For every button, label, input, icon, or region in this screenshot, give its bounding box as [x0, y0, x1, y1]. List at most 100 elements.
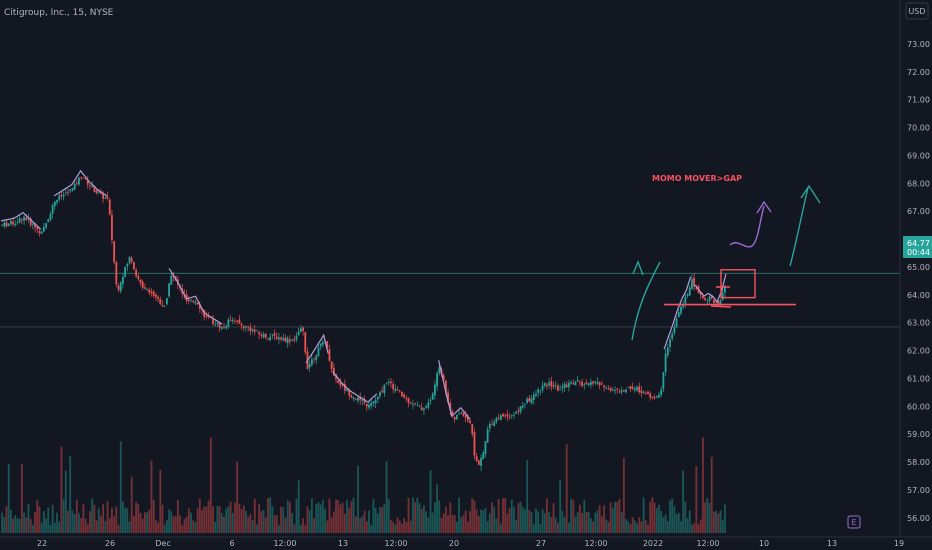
candle-body[interactable] [80, 177, 83, 179]
candle-body[interactable] [592, 381, 594, 384]
candle-body[interactable] [289, 339, 291, 342]
candle-body[interactable] [245, 326, 247, 328]
candle-body[interactable] [368, 404, 370, 408]
candle-body[interactable] [407, 397, 410, 403]
candle-body[interactable] [203, 310, 206, 317]
candle-body[interactable] [543, 383, 546, 386]
candle-body[interactable] [669, 339, 671, 347]
candle-body[interactable] [150, 291, 153, 293]
candle-body[interactable] [130, 258, 133, 262]
candle-body[interactable] [506, 414, 509, 417]
candle-body[interactable] [267, 338, 269, 340]
candle-body[interactable] [499, 415, 502, 420]
candle-body[interactable] [168, 283, 170, 297]
candle-body[interactable] [273, 333, 276, 336]
candle-body[interactable] [513, 414, 515, 416]
candle-body[interactable] [372, 401, 375, 404]
candle-body[interactable] [618, 391, 621, 393]
candle-body[interactable] [328, 349, 331, 361]
candle-body[interactable] [629, 386, 632, 389]
price-axis[interactable]: 56.00 57.00 58.00 59.00 60.00 61.00 62.00 63.00… [907, 40, 930, 523]
candle-body[interactable] [583, 384, 586, 385]
candle-body[interactable] [23, 216, 25, 221]
candle-body[interactable] [383, 384, 386, 393]
candle-body[interactable] [502, 413, 504, 417]
candle-body[interactable] [699, 291, 702, 295]
candle-body[interactable] [704, 297, 707, 301]
candle-body[interactable] [706, 300, 709, 302]
candle-body[interactable] [495, 418, 498, 422]
candle-body[interactable] [605, 387, 608, 389]
candle-body[interactable] [69, 189, 72, 192]
candle-body[interactable] [453, 417, 456, 420]
candle-body[interactable] [247, 326, 250, 328]
candle-body[interactable] [146, 289, 148, 291]
candle-body[interactable] [708, 296, 711, 302]
candle-body[interactable] [165, 298, 168, 305]
earnings-badge[interactable] [847, 515, 861, 529]
candle-body[interactable] [350, 395, 353, 398]
candle-body[interactable] [40, 231, 43, 234]
candle-body[interactable] [390, 381, 392, 384]
candle-body[interactable] [291, 339, 293, 341]
candle-body[interactable] [220, 326, 223, 329]
candle-body[interactable] [16, 222, 19, 224]
candle-body[interactable] [205, 316, 208, 317]
candle-body[interactable] [638, 386, 641, 393]
candle-body[interactable] [365, 403, 368, 407]
candle-body[interactable] [104, 197, 107, 199]
candle-body[interactable] [570, 381, 573, 384]
candle-body[interactable] [548, 382, 551, 386]
candle-body[interactable] [559, 389, 562, 391]
candle-body[interactable] [238, 319, 241, 324]
candle-body[interactable] [49, 213, 52, 220]
candle-body[interactable] [572, 383, 575, 385]
candle-body[interactable] [86, 179, 89, 185]
candle-body[interactable] [447, 392, 449, 403]
candle-body[interactable] [192, 300, 195, 303]
candle-body[interactable] [126, 263, 129, 267]
candle-body[interactable] [620, 390, 623, 393]
candle-body[interactable] [91, 185, 94, 187]
candle-body[interactable] [515, 411, 518, 414]
candle-body[interactable] [462, 412, 465, 416]
candle-body[interactable] [719, 300, 722, 306]
candle-body[interactable] [370, 402, 373, 407]
candle-body[interactable] [444, 380, 447, 394]
candle-body[interactable] [649, 393, 652, 398]
candle-body[interactable] [546, 384, 548, 387]
candle-body[interactable] [497, 417, 500, 419]
candle-body[interactable] [284, 337, 287, 342]
candle-body[interactable] [521, 405, 524, 408]
candle-body[interactable] [642, 392, 645, 394]
candle-body[interactable] [135, 269, 138, 277]
candle-body[interactable] [524, 403, 526, 405]
candle-body[interactable] [71, 188, 74, 191]
candle-body[interactable] [710, 295, 713, 299]
candle-body[interactable] [1, 224, 3, 226]
candle-body[interactable] [34, 223, 36, 228]
candle-body[interactable] [616, 389, 619, 391]
candle-body[interactable] [14, 224, 17, 226]
candle-body[interactable] [256, 330, 258, 332]
candle-body[interactable] [64, 192, 67, 194]
candle-body[interactable] [302, 327, 304, 331]
candle-body[interactable] [5, 222, 8, 227]
candle-body[interactable] [535, 393, 537, 396]
candle-body[interactable] [702, 296, 704, 298]
candle-body[interactable] [95, 190, 98, 193]
candle-body[interactable] [392, 383, 395, 390]
candle-body[interactable] [477, 460, 480, 465]
candle-body[interactable] [568, 382, 570, 388]
candle-body[interactable] [401, 391, 403, 397]
candle-body[interactable] [18, 218, 21, 223]
candle-body[interactable] [187, 299, 190, 302]
candle-body[interactable] [398, 390, 401, 392]
candle-body[interactable] [469, 420, 471, 423]
candle-body[interactable] [416, 404, 419, 406]
candle-body[interactable] [557, 385, 559, 391]
candle-body[interactable] [653, 397, 656, 399]
candle-body[interactable] [686, 294, 689, 296]
candle-body[interactable] [491, 424, 493, 426]
candle-body[interactable] [253, 329, 256, 332]
